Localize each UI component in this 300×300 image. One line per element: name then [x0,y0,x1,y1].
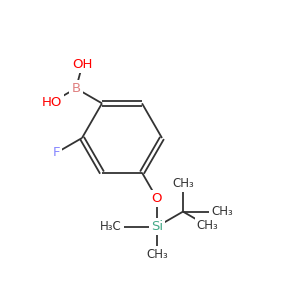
Text: O: O [152,192,162,205]
Text: HO: HO [42,96,62,109]
Text: CH₃: CH₃ [172,177,194,190]
Text: CH₃: CH₃ [146,248,168,261]
Text: Si: Si [151,220,163,233]
Text: H₃C: H₃C [100,220,122,233]
Text: CH₃: CH₃ [211,205,233,218]
Text: F: F [52,146,60,160]
Text: OH: OH [72,58,93,71]
Text: B: B [71,82,81,95]
Text: CH₃: CH₃ [196,219,218,232]
